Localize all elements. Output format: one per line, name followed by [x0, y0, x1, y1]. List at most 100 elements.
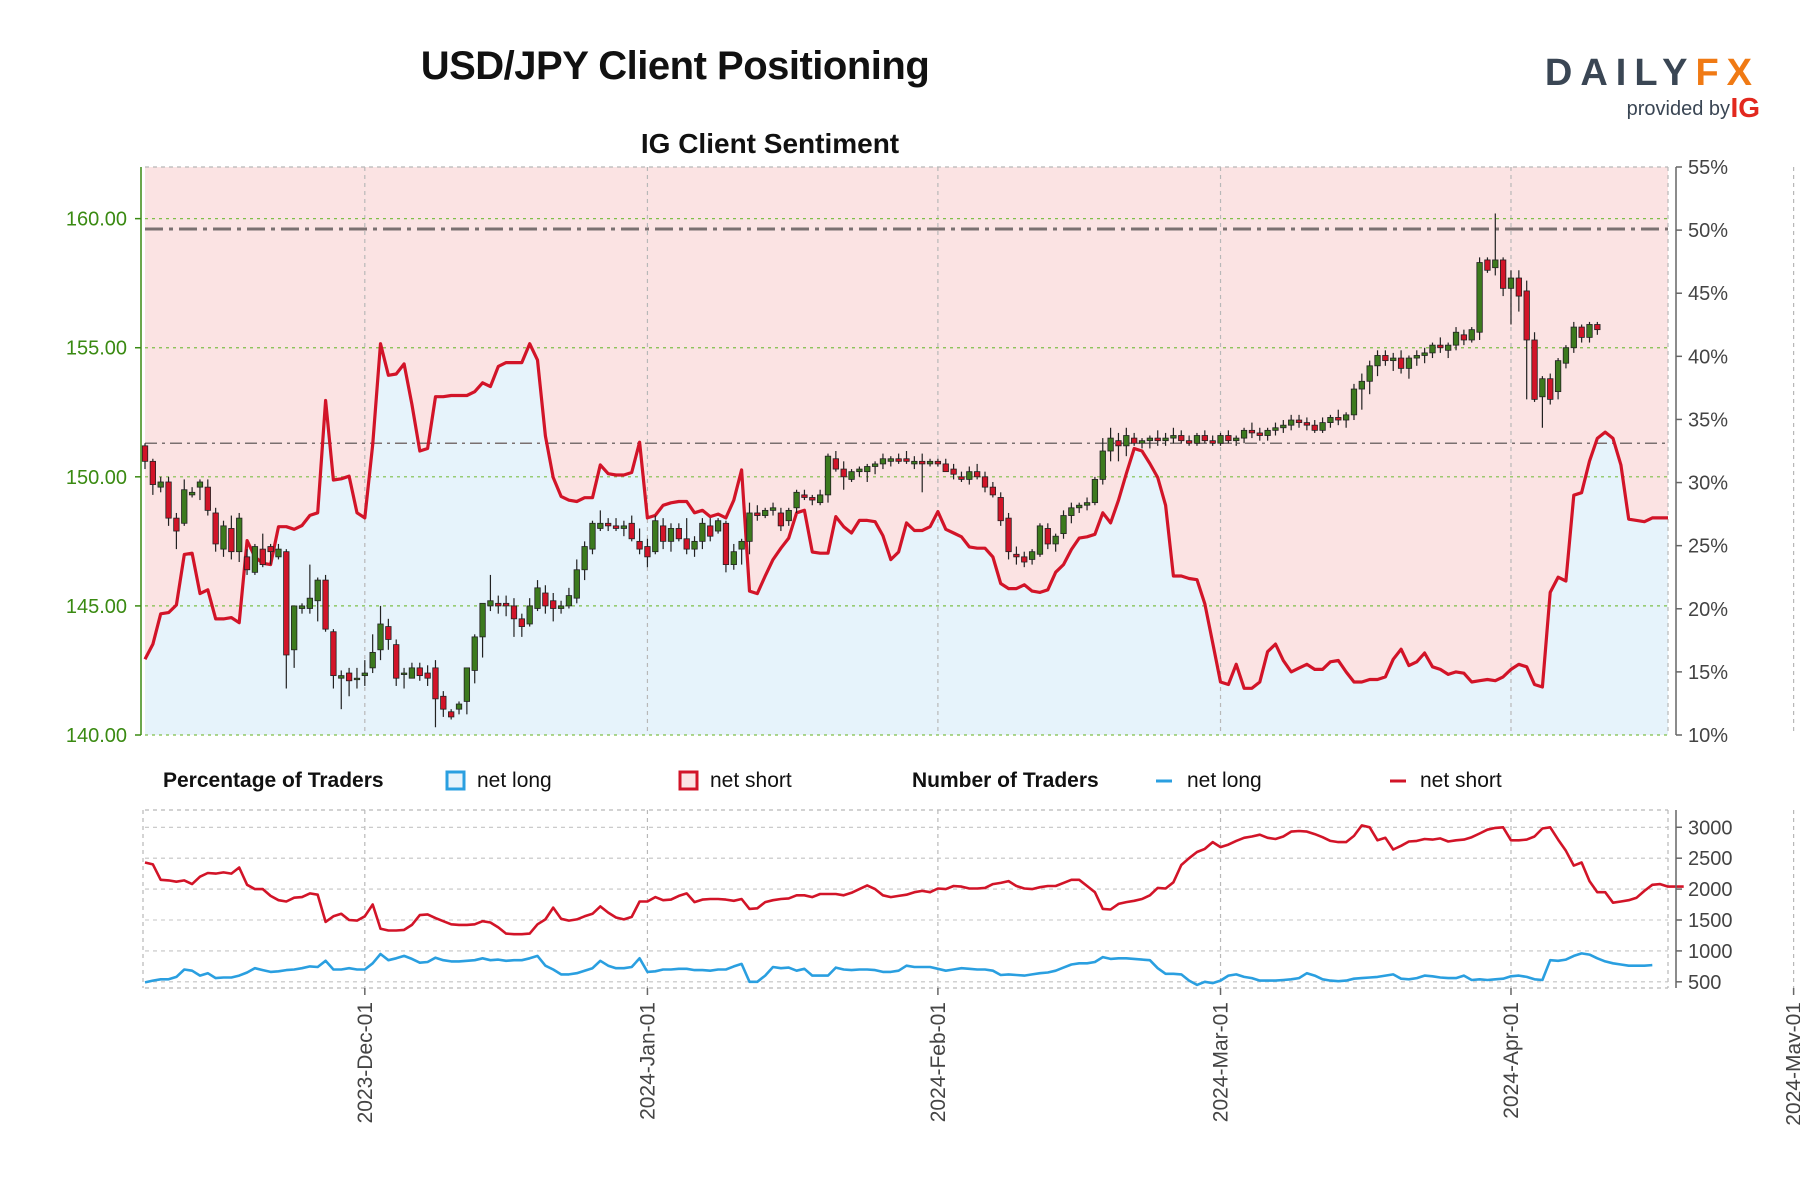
candle-body — [1460, 334, 1468, 341]
candle-body — [1185, 440, 1193, 444]
candle-body — [526, 605, 533, 625]
candle-body — [730, 551, 737, 566]
candle-body — [188, 491, 196, 496]
candle-body — [856, 468, 863, 473]
candle-body — [565, 595, 573, 607]
candle-body — [871, 463, 879, 467]
candle-body — [895, 458, 902, 462]
pct-tick-label: 55% — [1688, 157, 1728, 179]
legend-num-long-label: net long — [1187, 769, 1262, 792]
candle-body — [754, 512, 761, 516]
candle-body — [793, 491, 800, 509]
candle-body — [212, 512, 219, 545]
chart-grid-layer — [142, 166, 1795, 989]
candle-body — [1280, 424, 1287, 429]
candle-body — [832, 458, 839, 470]
candle-body — [149, 460, 156, 485]
candle-body — [495, 602, 502, 607]
candle-body — [1076, 504, 1083, 509]
chart-axes-layer: 140.00 145.00 150.00 155.00 160.00 10% 15% 20% 2… — [66, 157, 1800, 1126]
chart-candles-layer — [141, 213, 1601, 728]
candle-body — [1554, 360, 1562, 393]
candle-body — [926, 460, 934, 465]
candle-body — [589, 522, 596, 550]
candle-body — [573, 569, 580, 599]
logo-wordmark: DAILYFX — [1545, 52, 1760, 95]
candle-body — [840, 468, 847, 478]
candle-body — [911, 460, 918, 465]
candle-body — [660, 525, 667, 542]
pct-tick-label: 50% — [1688, 220, 1728, 242]
candle-body — [502, 602, 510, 607]
candle-body — [416, 667, 423, 677]
candle-body — [220, 525, 227, 550]
candle-body — [1311, 424, 1318, 431]
candle-body — [518, 618, 525, 627]
legend: Percentage of Traders net long net short… — [163, 769, 1502, 792]
candle-body — [801, 494, 808, 498]
candle-body — [1570, 326, 1577, 349]
candle-body — [683, 538, 690, 550]
candle-body — [1327, 417, 1334, 424]
candle-body — [620, 525, 628, 529]
candle-body — [400, 672, 408, 675]
candle-body — [1013, 553, 1020, 558]
candle-body — [1476, 262, 1483, 333]
candle-body — [1162, 437, 1169, 442]
count-tick-label: 1000 — [1688, 941, 1733, 963]
candle-body — [691, 540, 698, 550]
candle-body — [1507, 277, 1515, 289]
candle-body — [1562, 347, 1570, 364]
candle-body — [1390, 357, 1397, 362]
candle-body — [173, 517, 180, 532]
candle-body — [424, 672, 431, 679]
candle-body — [958, 476, 965, 480]
candle-body — [628, 522, 635, 540]
candle-body — [1413, 355, 1420, 359]
candle-body — [165, 481, 172, 519]
candle-body — [322, 579, 329, 630]
candle-body — [1350, 388, 1358, 416]
candle-body — [181, 489, 188, 524]
candle-body — [1115, 440, 1122, 447]
count-tick-label: 3000 — [1688, 817, 1733, 839]
legend-pct-long-swatch — [445, 770, 466, 791]
count-net-short-line — [144, 824, 1684, 936]
candle-body — [1138, 440, 1146, 444]
candle-body — [408, 667, 416, 679]
candle-body — [934, 460, 942, 465]
candle-body — [1594, 324, 1601, 331]
pct-net-long-line — [143, 342, 1668, 690]
pct-tick-label: 15% — [1688, 662, 1728, 684]
candle-body — [1240, 429, 1248, 439]
x-tick-label: 2023-Dec-01 — [354, 1002, 377, 1123]
candle-body — [1060, 515, 1067, 535]
candle-body — [919, 460, 926, 465]
candle-body — [1099, 450, 1106, 480]
candle-body — [550, 600, 557, 609]
candle-body — [1170, 435, 1177, 439]
candle-body — [385, 626, 392, 640]
candle-body — [298, 605, 306, 609]
candle-body — [1405, 357, 1413, 369]
candle-body — [1492, 259, 1499, 269]
candle-body — [762, 509, 769, 516]
candle-body — [997, 497, 1004, 522]
logo-wordmark-accent: FX — [1695, 52, 1760, 94]
candle-body — [675, 528, 682, 540]
price-tick-label: 140.00 — [66, 725, 127, 747]
candle-body — [903, 458, 910, 462]
candle-body — [769, 507, 777, 511]
candle-body — [1201, 435, 1208, 442]
candle-body — [981, 476, 989, 488]
candle-body — [966, 471, 973, 480]
price-tick-label: 160.00 — [66, 209, 127, 231]
candle-body — [330, 631, 337, 677]
pct-tick-label: 35% — [1688, 409, 1728, 431]
pct-tick-label: 40% — [1688, 346, 1728, 368]
candle-body — [597, 522, 604, 529]
candle-body — [1366, 365, 1373, 382]
legend-num-short-label: net short — [1420, 769, 1502, 792]
